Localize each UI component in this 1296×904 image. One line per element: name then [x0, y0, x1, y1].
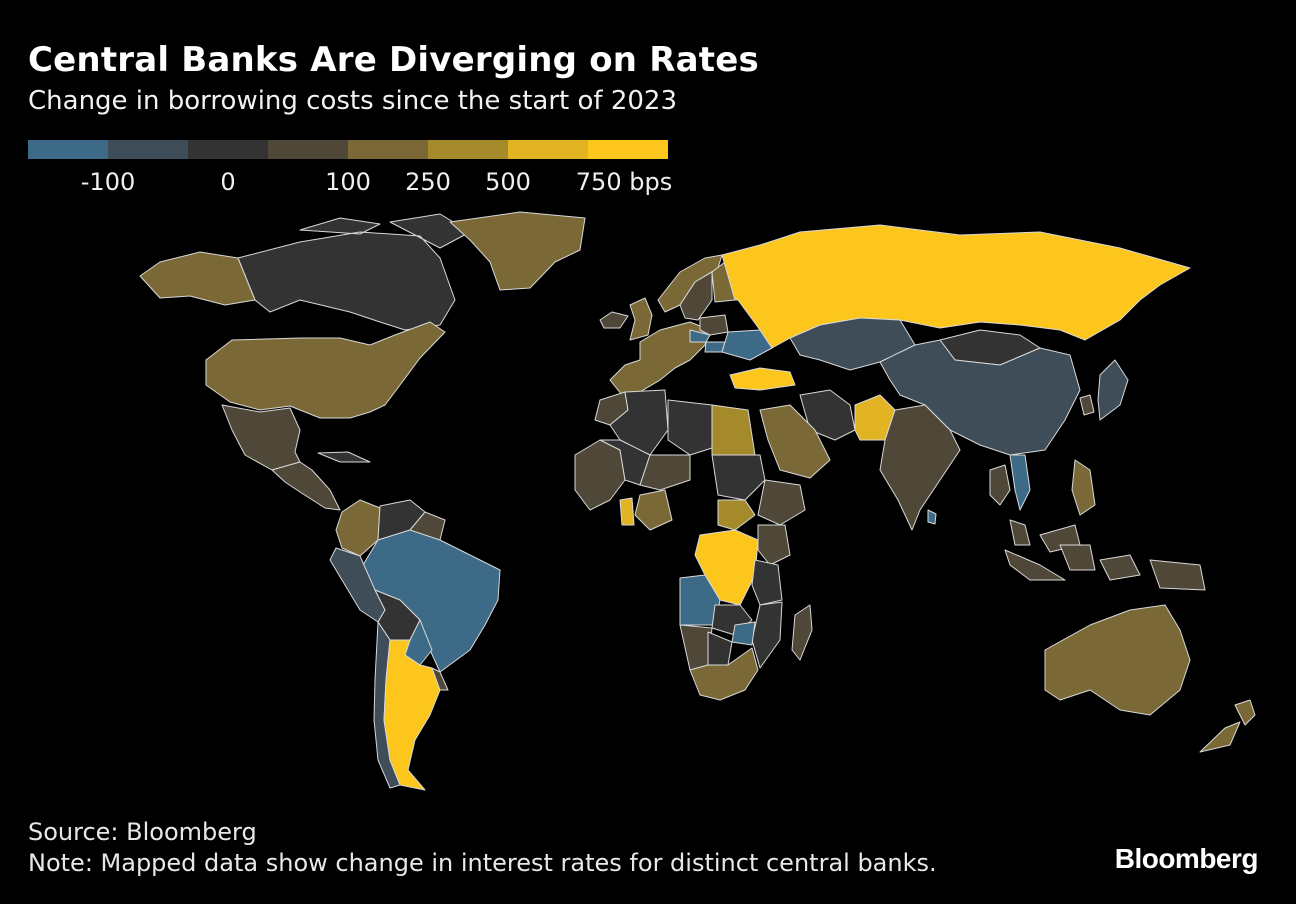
region-united-kingdom: [629, 297, 653, 341]
region-new-zealand: [1199, 699, 1256, 753]
region-central-america: [271, 461, 341, 511]
region-south-korea: [1079, 394, 1095, 416]
region-indonesia: [1004, 544, 1206, 591]
region-sweden: [679, 271, 713, 321]
legend-label-0: -100: [80, 168, 136, 196]
region-kenya: [757, 524, 791, 566]
region-japan: [1097, 359, 1129, 421]
region-alaska: [139, 251, 256, 306]
legend-label-3: 250: [405, 168, 451, 196]
region-mozambique: [751, 601, 783, 669]
legend-swatch-2: [188, 140, 268, 159]
region-iceland: [599, 311, 629, 329]
bloomberg-logo: Bloomberg: [1114, 843, 1259, 874]
region-vietnam: [1009, 454, 1031, 511]
region-madagascar: [791, 604, 813, 661]
region-argentina: [383, 639, 441, 791]
chart-subtitle: Change in borrowing costs since the star…: [28, 86, 677, 116]
region-australia: [1044, 604, 1191, 716]
region-china: [879, 339, 1081, 456]
legend-labels: -100 0 100 250 500 750 bps: [0, 168, 720, 202]
legend-swatch-4: [348, 140, 428, 159]
region-botswana: [707, 631, 733, 666]
region-euro-area: [609, 321, 711, 396]
legend-label-4: 500: [485, 168, 531, 196]
region-tanzania: [751, 559, 783, 606]
region-colombia: [335, 499, 381, 557]
legend-swatch-5: [428, 140, 508, 159]
region-ethiopia: [757, 479, 806, 526]
methodology-note: Note: Mapped data show change in interes…: [28, 849, 937, 877]
region-uruguay: [431, 667, 449, 691]
region-india: [879, 404, 961, 531]
chart-title: Central Banks Are Diverging on Rates: [28, 40, 759, 80]
region-russia: [721, 224, 1191, 349]
region-poland: [699, 314, 729, 336]
region-canada: [237, 213, 471, 331]
region-cuba: [317, 451, 371, 463]
legend-label-2: 100: [325, 168, 371, 196]
region-egypt: [711, 404, 756, 456]
legend-swatch-0: [28, 140, 108, 159]
legend-swatch-3: [268, 140, 348, 159]
region-namibia: [679, 624, 713, 671]
source-note: Source: Bloomberg: [28, 818, 257, 846]
legend-swatch-6: [508, 140, 588, 159]
region-zimbabwe: [731, 621, 756, 646]
region-west-africa: [574, 439, 626, 511]
legend-color-bar: [28, 140, 668, 159]
region-libya: [667, 399, 713, 456]
legend-swatch-1: [108, 140, 188, 159]
region-south-sudan: [717, 499, 756, 531]
region-turkey: [729, 367, 796, 391]
region-ghana: [619, 497, 635, 526]
region-saudi-arabia: [759, 404, 831, 479]
region-sri-lanka: [927, 509, 937, 525]
region-united-states: [205, 321, 446, 419]
region-philippines: [1071, 459, 1096, 516]
world-map: [139, 211, 1256, 791]
region-niger: [639, 454, 691, 491]
region-thailand: [989, 464, 1011, 506]
region-south-africa: [689, 647, 759, 701]
region-sudan: [711, 454, 766, 501]
region-mexico: [221, 404, 301, 471]
legend-label-5: 750 bps: [575, 168, 673, 196]
region-greenland: [449, 211, 586, 291]
region-nigeria: [634, 489, 673, 531]
legend-label-1: 0: [220, 168, 236, 196]
legend-swatch-7: [588, 140, 668, 159]
